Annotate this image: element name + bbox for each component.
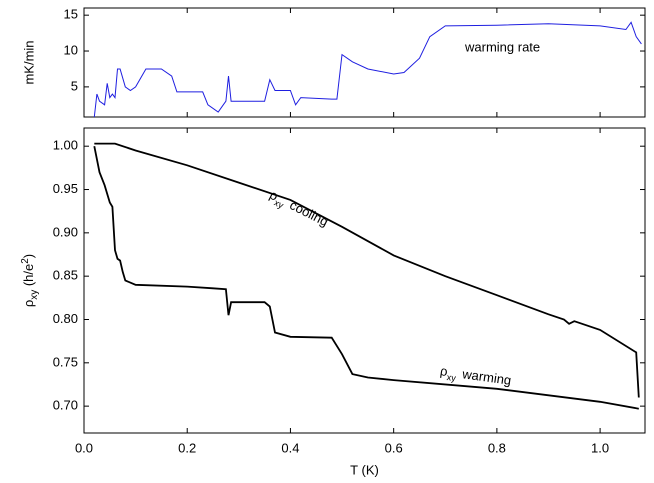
x-tick-label: 0.0 bbox=[75, 440, 93, 455]
y-tick-label: 0.75 bbox=[53, 354, 78, 369]
data-line bbox=[94, 142, 640, 398]
x-tick-label: 1.0 bbox=[591, 440, 609, 455]
y-tick-label: 0.85 bbox=[53, 268, 78, 283]
annotation: warming rate bbox=[464, 39, 540, 54]
x-axis-label: T (K) bbox=[350, 462, 379, 477]
text: warming bbox=[460, 367, 512, 389]
y-axis-label: ρxy (h/e2) bbox=[20, 254, 40, 307]
annotation: ρxy warming bbox=[439, 364, 512, 392]
plot-frame bbox=[83, 7, 646, 118]
unit-end: ) bbox=[21, 254, 36, 258]
text: cooling bbox=[287, 198, 331, 230]
y-tick-label: 0.80 bbox=[53, 311, 78, 326]
data-line bbox=[93, 146, 639, 410]
y-tick-label: 10 bbox=[64, 42, 78, 57]
y-tick-label: 5 bbox=[71, 78, 78, 93]
y-axis-label: mK/min bbox=[21, 40, 36, 84]
subscript: xy bbox=[446, 372, 457, 383]
x-tick-label: 0.4 bbox=[281, 440, 299, 455]
symbol: ρ bbox=[439, 364, 448, 380]
superscript: 2 bbox=[20, 258, 31, 264]
y-tick-label: 0.70 bbox=[53, 398, 78, 413]
y-tick-label: 0.95 bbox=[53, 181, 78, 196]
subscript: xy bbox=[29, 290, 40, 300]
plot-frame bbox=[83, 127, 646, 434]
x-tick-label: 0.2 bbox=[178, 440, 196, 455]
data-line bbox=[93, 21, 642, 118]
y-tick-label: 15 bbox=[64, 7, 78, 22]
symbol: ρ bbox=[21, 300, 36, 307]
y-tick-label: 0.90 bbox=[53, 224, 78, 239]
y-tick-label: 1.00 bbox=[53, 138, 78, 153]
unit: (h/e bbox=[21, 264, 36, 290]
x-tick-label: 0.6 bbox=[385, 440, 403, 455]
x-tick-label: 0.8 bbox=[488, 440, 506, 455]
annotation: ρxy cooling bbox=[266, 187, 331, 232]
